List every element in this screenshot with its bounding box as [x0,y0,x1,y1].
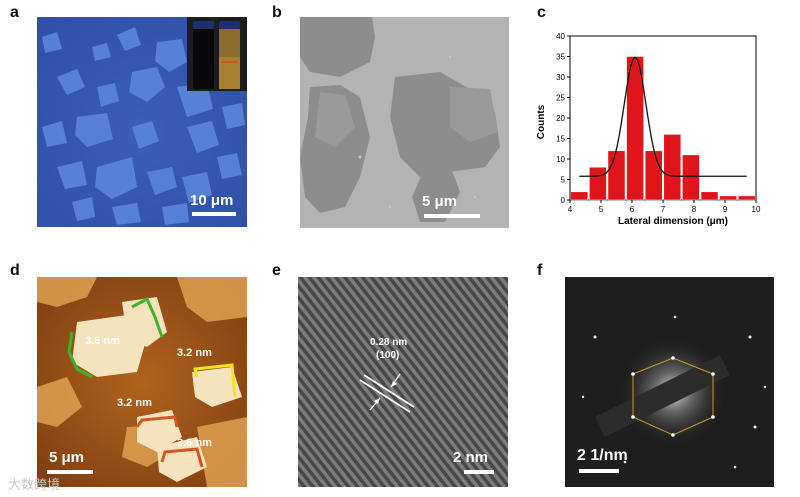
x-tick-label-2: 6 [630,205,635,214]
panel-f-letter: f [537,262,543,279]
afm-height-label-4: 3.6 nm [177,437,212,449]
y-tick-label-3: 15 [556,135,565,144]
panel-a-flakes-image [37,17,247,227]
panel-d-afm-topography [37,277,247,487]
y-tick-label-7: 35 [556,53,565,62]
y-tick-label-6: 30 [556,73,565,82]
panel-d-scale-bar [47,470,93,474]
histogram-bar-7 [700,191,719,201]
x-tick-label-5: 9 [723,205,728,214]
panel-a-letter: a [10,4,19,21]
histogram-bar-3 [626,56,644,201]
x-tick-label-4: 8 [692,205,697,214]
panel-b-letter: b [272,4,282,21]
chart-xlabel: Lateral dimension (μm) [618,216,728,227]
histogram-bar-1 [589,166,607,201]
histogram-bar-5 [663,134,682,201]
histogram-bar-0 [570,191,589,201]
panel-c-letter: c [537,4,546,21]
y-tick-label-1: 5 [561,176,566,185]
lateral-dimension-histogram: 4 5 6 7 8 9 10 0 5 10 15 20 25 30 35 40 Counts Lateral … [536,32,761,227]
y-tick-label-2: 10 [556,155,565,164]
x-tick-label-6: 10 [752,205,761,214]
afm-height-label-2: 3.2 nm [177,347,212,359]
afm-height-label-1: 3.6 nm [85,335,120,347]
histogram-bar-8 [719,195,737,201]
panel-a-scale-bar [192,212,236,216]
y-tick-label-8: 40 [556,32,565,41]
gaussian-fit-line [579,56,747,177]
y-tick-label-0: 0 [561,196,566,205]
panel-a-optical-image: 10 μm [37,17,247,227]
panel-e-lattice-fringes [298,277,508,487]
y-tick-label-5: 25 [556,94,565,103]
x-tick-label-1: 5 [599,205,604,214]
lattice-plane-label: (100) [376,350,400,361]
panel-a-scale-label: 10 μm [190,192,234,209]
panel-f-diffraction-pattern [565,277,774,487]
histogram-bar-4 [644,150,663,201]
panel-d-letter: d [10,262,20,279]
panel-b-scale-label: 5 μm [422,193,458,210]
watermark: 大数跨境 [8,478,61,493]
panel-f-scale-bar [579,469,619,473]
lattice-spacing-label: 0.28 nm [370,337,408,348]
y-tick-label-4: 20 [556,114,565,123]
panel-b-scale-bar [424,214,480,218]
panel-e-scale-label: 2 nm [453,449,489,466]
panel-d-scale-label: 5 μm [49,449,85,466]
x-tick-label-3: 7 [661,205,666,214]
panel-b-sem-image: 5 μm [300,17,509,228]
panel-f-saed-image: 2 1/nm [565,277,774,487]
panel-e-scale-bar [464,470,494,474]
panel-b-flakes-image [300,17,509,228]
panel-d-afm-image: 3.6 nm 3.2 nm 3.2 nm 3.6 nm 5 μm [37,277,247,487]
histogram-bar-6 [682,154,700,201]
histogram-bar-2 [607,150,626,201]
panel-e-letter: e [272,262,281,279]
histogram-bar-9 [737,195,756,201]
panel-f-scale-label: 2 1/nm [577,447,628,464]
panel-e-hrtem-image: 0.28 nm (100) 2 nm [298,277,508,487]
chart-ylabel: Counts [536,104,547,139]
x-tick-label-0: 4 [568,205,573,214]
afm-height-label-3: 3.2 nm [117,397,152,409]
